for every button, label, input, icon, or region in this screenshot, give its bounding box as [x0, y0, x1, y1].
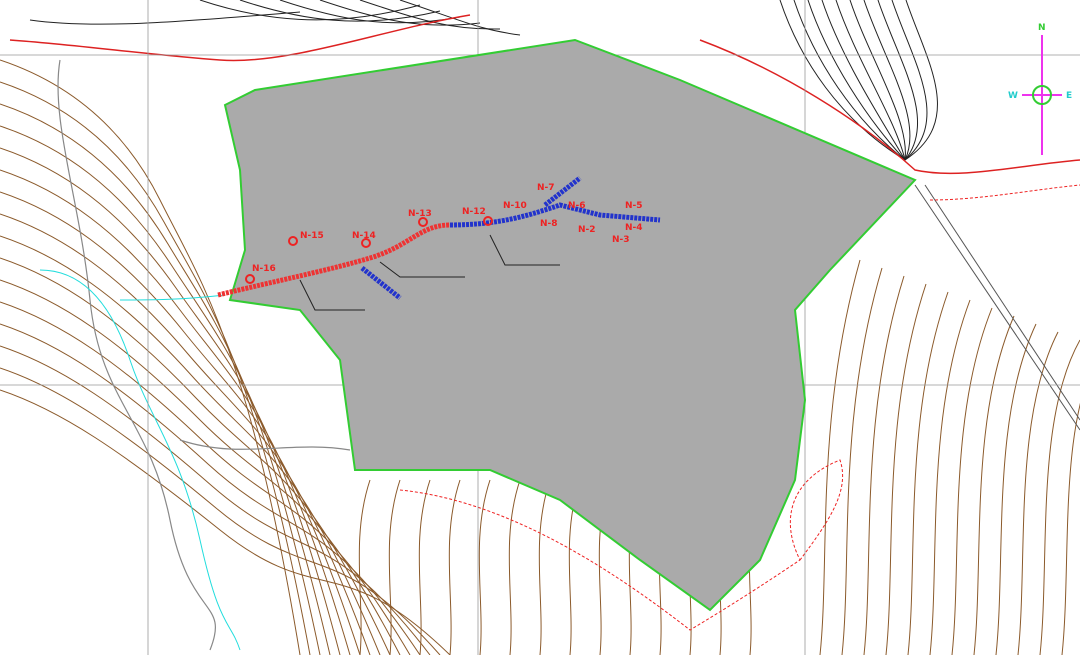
node-marker — [418, 217, 428, 227]
node-label: N-2 — [578, 225, 596, 235]
contour — [819, 259, 861, 656]
contour — [1017, 331, 1059, 656]
road — [9, 14, 471, 62]
contour — [779, 0, 906, 161]
contour — [929, 299, 971, 656]
callout — [299, 279, 365, 311]
contour — [358, 479, 371, 656]
node-label: N-10 — [503, 201, 527, 211]
contour — [1061, 402, 1080, 656]
road — [914, 184, 1080, 431]
contour — [0, 235, 381, 656]
road — [924, 184, 1080, 421]
contour — [951, 307, 993, 656]
node-label: N-6 — [568, 201, 586, 211]
contour — [849, 0, 906, 161]
contour — [973, 315, 1015, 656]
contour — [904, 0, 938, 161]
contour — [0, 367, 441, 656]
compass-east: E — [1066, 91, 1072, 101]
pipe-blue — [360, 266, 402, 300]
contour — [0, 279, 401, 656]
node-label: N-4 — [625, 223, 643, 233]
contour — [399, 0, 521, 36]
node-label: N-3 — [612, 235, 630, 245]
contour — [0, 147, 341, 656]
contour — [199, 0, 421, 21]
contour — [807, 0, 906, 161]
contour — [388, 479, 401, 656]
contour — [995, 323, 1037, 656]
compass-west: W — [1008, 91, 1018, 101]
stream — [119, 294, 226, 301]
nodes: N-16 N-15 N-14 N-13 N-12 N-10 N-7 N-8 N-2 N-6 N-5 N… — [245, 183, 643, 284]
node-label: N-16 — [252, 264, 276, 274]
contour — [0, 301, 411, 656]
callout — [379, 261, 465, 278]
contour — [885, 283, 927, 656]
node-marker — [483, 216, 493, 226]
compass-north: N — [1038, 23, 1046, 33]
track — [179, 439, 351, 451]
node-marker — [361, 238, 371, 248]
road — [699, 39, 1080, 175]
road — [29, 11, 301, 25]
callouts — [299, 234, 560, 311]
track — [57, 59, 217, 651]
contour — [0, 345, 431, 656]
contour — [0, 81, 311, 656]
contour — [448, 479, 461, 656]
contour — [841, 267, 883, 656]
compass-ring — [1032, 85, 1052, 105]
contour — [821, 0, 906, 161]
contour — [891, 0, 928, 161]
node-label: N-12 — [462, 207, 486, 217]
node-label: N-7 — [537, 183, 555, 193]
contour — [863, 0, 911, 161]
pipe-blue — [449, 202, 661, 228]
boundary — [929, 184, 1080, 201]
node-marker — [245, 274, 255, 284]
pipe-red — [217, 222, 451, 298]
contour — [0, 389, 451, 656]
pipe-blue — [543, 176, 582, 207]
contour — [793, 0, 906, 161]
contour — [877, 0, 919, 161]
contour — [835, 0, 906, 161]
contour — [0, 169, 351, 656]
stream — [39, 269, 241, 651]
contour — [0, 213, 371, 656]
contour — [0, 125, 331, 656]
node-label: N-5 — [625, 201, 643, 211]
contour — [1039, 339, 1080, 656]
contour — [0, 323, 421, 656]
node-label: N-13 — [408, 209, 432, 219]
node-label: N-14 — [352, 231, 376, 241]
node-label: N-15 — [300, 231, 324, 241]
contour — [0, 59, 301, 656]
catchment-area — [223, 38, 917, 612]
node-label: N-8 — [540, 219, 558, 229]
contour — [907, 291, 949, 656]
contour — [478, 479, 491, 656]
node-marker — [288, 236, 298, 246]
contour — [508, 479, 521, 656]
contour — [279, 0, 461, 24]
contour — [538, 479, 551, 656]
compass: N W E — [1008, 23, 1072, 155]
callout — [489, 234, 560, 266]
contour — [418, 479, 431, 656]
contour — [0, 191, 361, 656]
contour — [863, 275, 905, 656]
roads — [9, 11, 1080, 651]
contour — [319, 0, 481, 26]
